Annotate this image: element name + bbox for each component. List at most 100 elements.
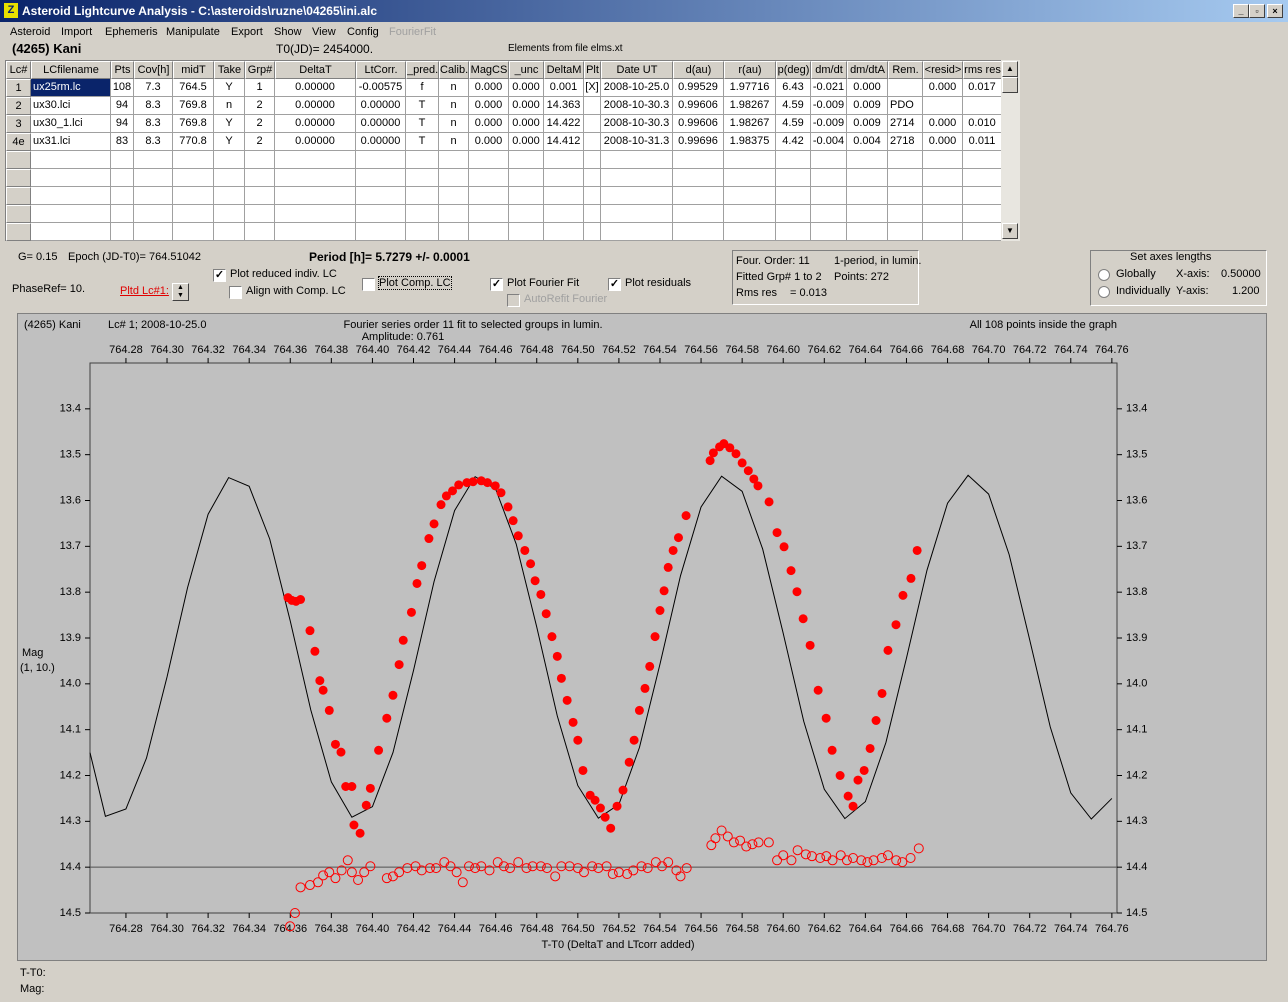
radio-label[interactable]: Individually (1116, 285, 1171, 297)
radio-label[interactable]: Globally (1116, 268, 1156, 280)
empty-cell (847, 151, 888, 169)
fit-info-text: Four. Order: 11 (736, 255, 810, 267)
table-scrollbar[interactable]: ▲ ▼ (1001, 60, 1020, 241)
empty-cell (111, 169, 134, 187)
data-point (448, 486, 458, 496)
plotted-lc-link[interactable]: Pltd Lc#1: (120, 285, 169, 297)
residual-point (498, 861, 509, 872)
menu-item[interactable]: Import (61, 26, 93, 38)
empty-cell (245, 187, 275, 205)
data-point (891, 620, 901, 630)
empty-cell (406, 169, 439, 187)
empty-cell (673, 151, 724, 169)
residual-point (353, 875, 364, 885)
empty-cell (923, 187, 963, 205)
checkbox-label[interactable]: Plot residuals (625, 277, 692, 289)
radio-button[interactable] (1098, 286, 1110, 298)
residual-point (431, 863, 442, 874)
empty-cell (469, 151, 509, 169)
table-cell: 0.000 (923, 79, 963, 97)
empty-cell (888, 169, 923, 187)
residual-point (728, 837, 739, 848)
table-cell: 769.8 (173, 115, 214, 133)
table-cell: 0.009 (847, 115, 888, 133)
empty-cell (509, 151, 544, 169)
data-point (883, 645, 893, 655)
checkbox-label[interactable]: Plot reduced indiv. LC (230, 268, 337, 280)
scroll-thumb[interactable] (1002, 77, 1018, 93)
x-tick-label-top: 764.48 (520, 344, 554, 356)
residual-point (336, 865, 347, 876)
data-point (624, 757, 634, 767)
data-point (349, 820, 359, 830)
menu-item[interactable]: Ephemeris (105, 26, 158, 38)
data-point (668, 545, 678, 555)
data-point (388, 690, 398, 700)
lc-spinner[interactable]: ▲ ▼ (172, 283, 189, 301)
empty-cell (544, 187, 584, 205)
table-cell: ux25rm.lc (31, 79, 111, 97)
menu-item[interactable]: View (312, 26, 336, 38)
minimize-button[interactable]: _ (1233, 4, 1249, 18)
data-point (382, 713, 392, 723)
x-tick-label: 764.72 (1013, 923, 1047, 935)
residual-point (753, 837, 764, 848)
table-cell: n (439, 115, 469, 133)
residual-point (806, 851, 817, 862)
x-tick-label-top: 764.34 (232, 344, 266, 356)
empty-cell (509, 205, 544, 223)
residual-point (289, 908, 300, 918)
empty-cell (584, 151, 601, 169)
menu-item[interactable]: Show (274, 26, 302, 38)
checkbox-label[interactable]: Align with Comp. LC (246, 285, 346, 297)
checkbox[interactable] (229, 286, 242, 299)
menu-item[interactable]: Config (347, 26, 379, 38)
checkbox-label[interactable]: Plot Comp. LC (378, 276, 452, 290)
empty-cell (6, 223, 31, 241)
data-point (324, 705, 334, 715)
checkbox[interactable] (362, 278, 375, 291)
asteroid-name: (4265) Kani (12, 41, 82, 56)
table-cell: 1.97716 (724, 79, 776, 97)
table-cell: 2008-10-30.3 (601, 115, 673, 133)
residual-point (542, 863, 553, 874)
restore-button[interactable]: ▫ (1249, 4, 1265, 18)
menu-item[interactable]: Manipulate (166, 26, 220, 38)
empty-cell (923, 223, 963, 241)
x-tick-label-top: 764.46 (479, 344, 513, 356)
table-cell: 94 (111, 97, 134, 115)
close-button[interactable]: × (1267, 4, 1283, 18)
scroll-down[interactable]: ▼ (1002, 223, 1018, 239)
residual-point (763, 837, 774, 848)
table-cell: 0.000 (469, 133, 509, 151)
y-tick-label: 14.4 (60, 861, 81, 873)
checkbox[interactable]: ✓ (490, 278, 503, 291)
fit-info-box (732, 250, 919, 305)
column-header: LtCorr. (356, 61, 406, 79)
column-header: p(deg) (776, 61, 811, 79)
fit-info-text: Fitted Grp# 1 to 2 (736, 271, 822, 283)
radio-button[interactable] (1098, 269, 1110, 281)
residual-point (556, 861, 567, 872)
menu-item[interactable]: Export (231, 26, 263, 38)
residual-point (862, 857, 873, 868)
empty-cell (111, 205, 134, 223)
data-point (659, 586, 669, 596)
y-tick-label-right: 13.6 (1126, 494, 1147, 506)
table-cell: 1 (6, 79, 31, 97)
empty-cell (847, 205, 888, 223)
checkbox[interactable]: ✓ (608, 278, 621, 291)
table-cell: 7.3 (134, 79, 173, 97)
residual-point (841, 855, 852, 866)
app-icon: Z (4, 3, 18, 18)
residual-point (564, 861, 575, 872)
residual-point (681, 863, 692, 874)
empty-cell (544, 169, 584, 187)
data-point (347, 782, 357, 791)
scroll-up[interactable]: ▲ (1002, 61, 1018, 77)
table-cell: 0.000 (923, 133, 963, 151)
checkbox[interactable]: ✓ (213, 269, 226, 282)
checkbox-label[interactable]: Plot Fourier Fit (507, 277, 580, 289)
residual-point (722, 831, 733, 842)
menu-item[interactable]: Asteroid (10, 26, 51, 38)
